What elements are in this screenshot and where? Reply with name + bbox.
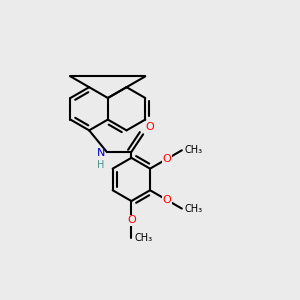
Text: O: O <box>163 195 171 205</box>
Text: CH₃: CH₃ <box>185 145 203 155</box>
Text: O: O <box>163 154 171 164</box>
Text: O: O <box>127 215 136 226</box>
Text: CH₃: CH₃ <box>134 233 152 243</box>
Text: H: H <box>98 160 105 170</box>
Text: O: O <box>145 122 154 132</box>
Text: CH₃: CH₃ <box>185 204 203 214</box>
Text: N: N <box>97 148 105 158</box>
